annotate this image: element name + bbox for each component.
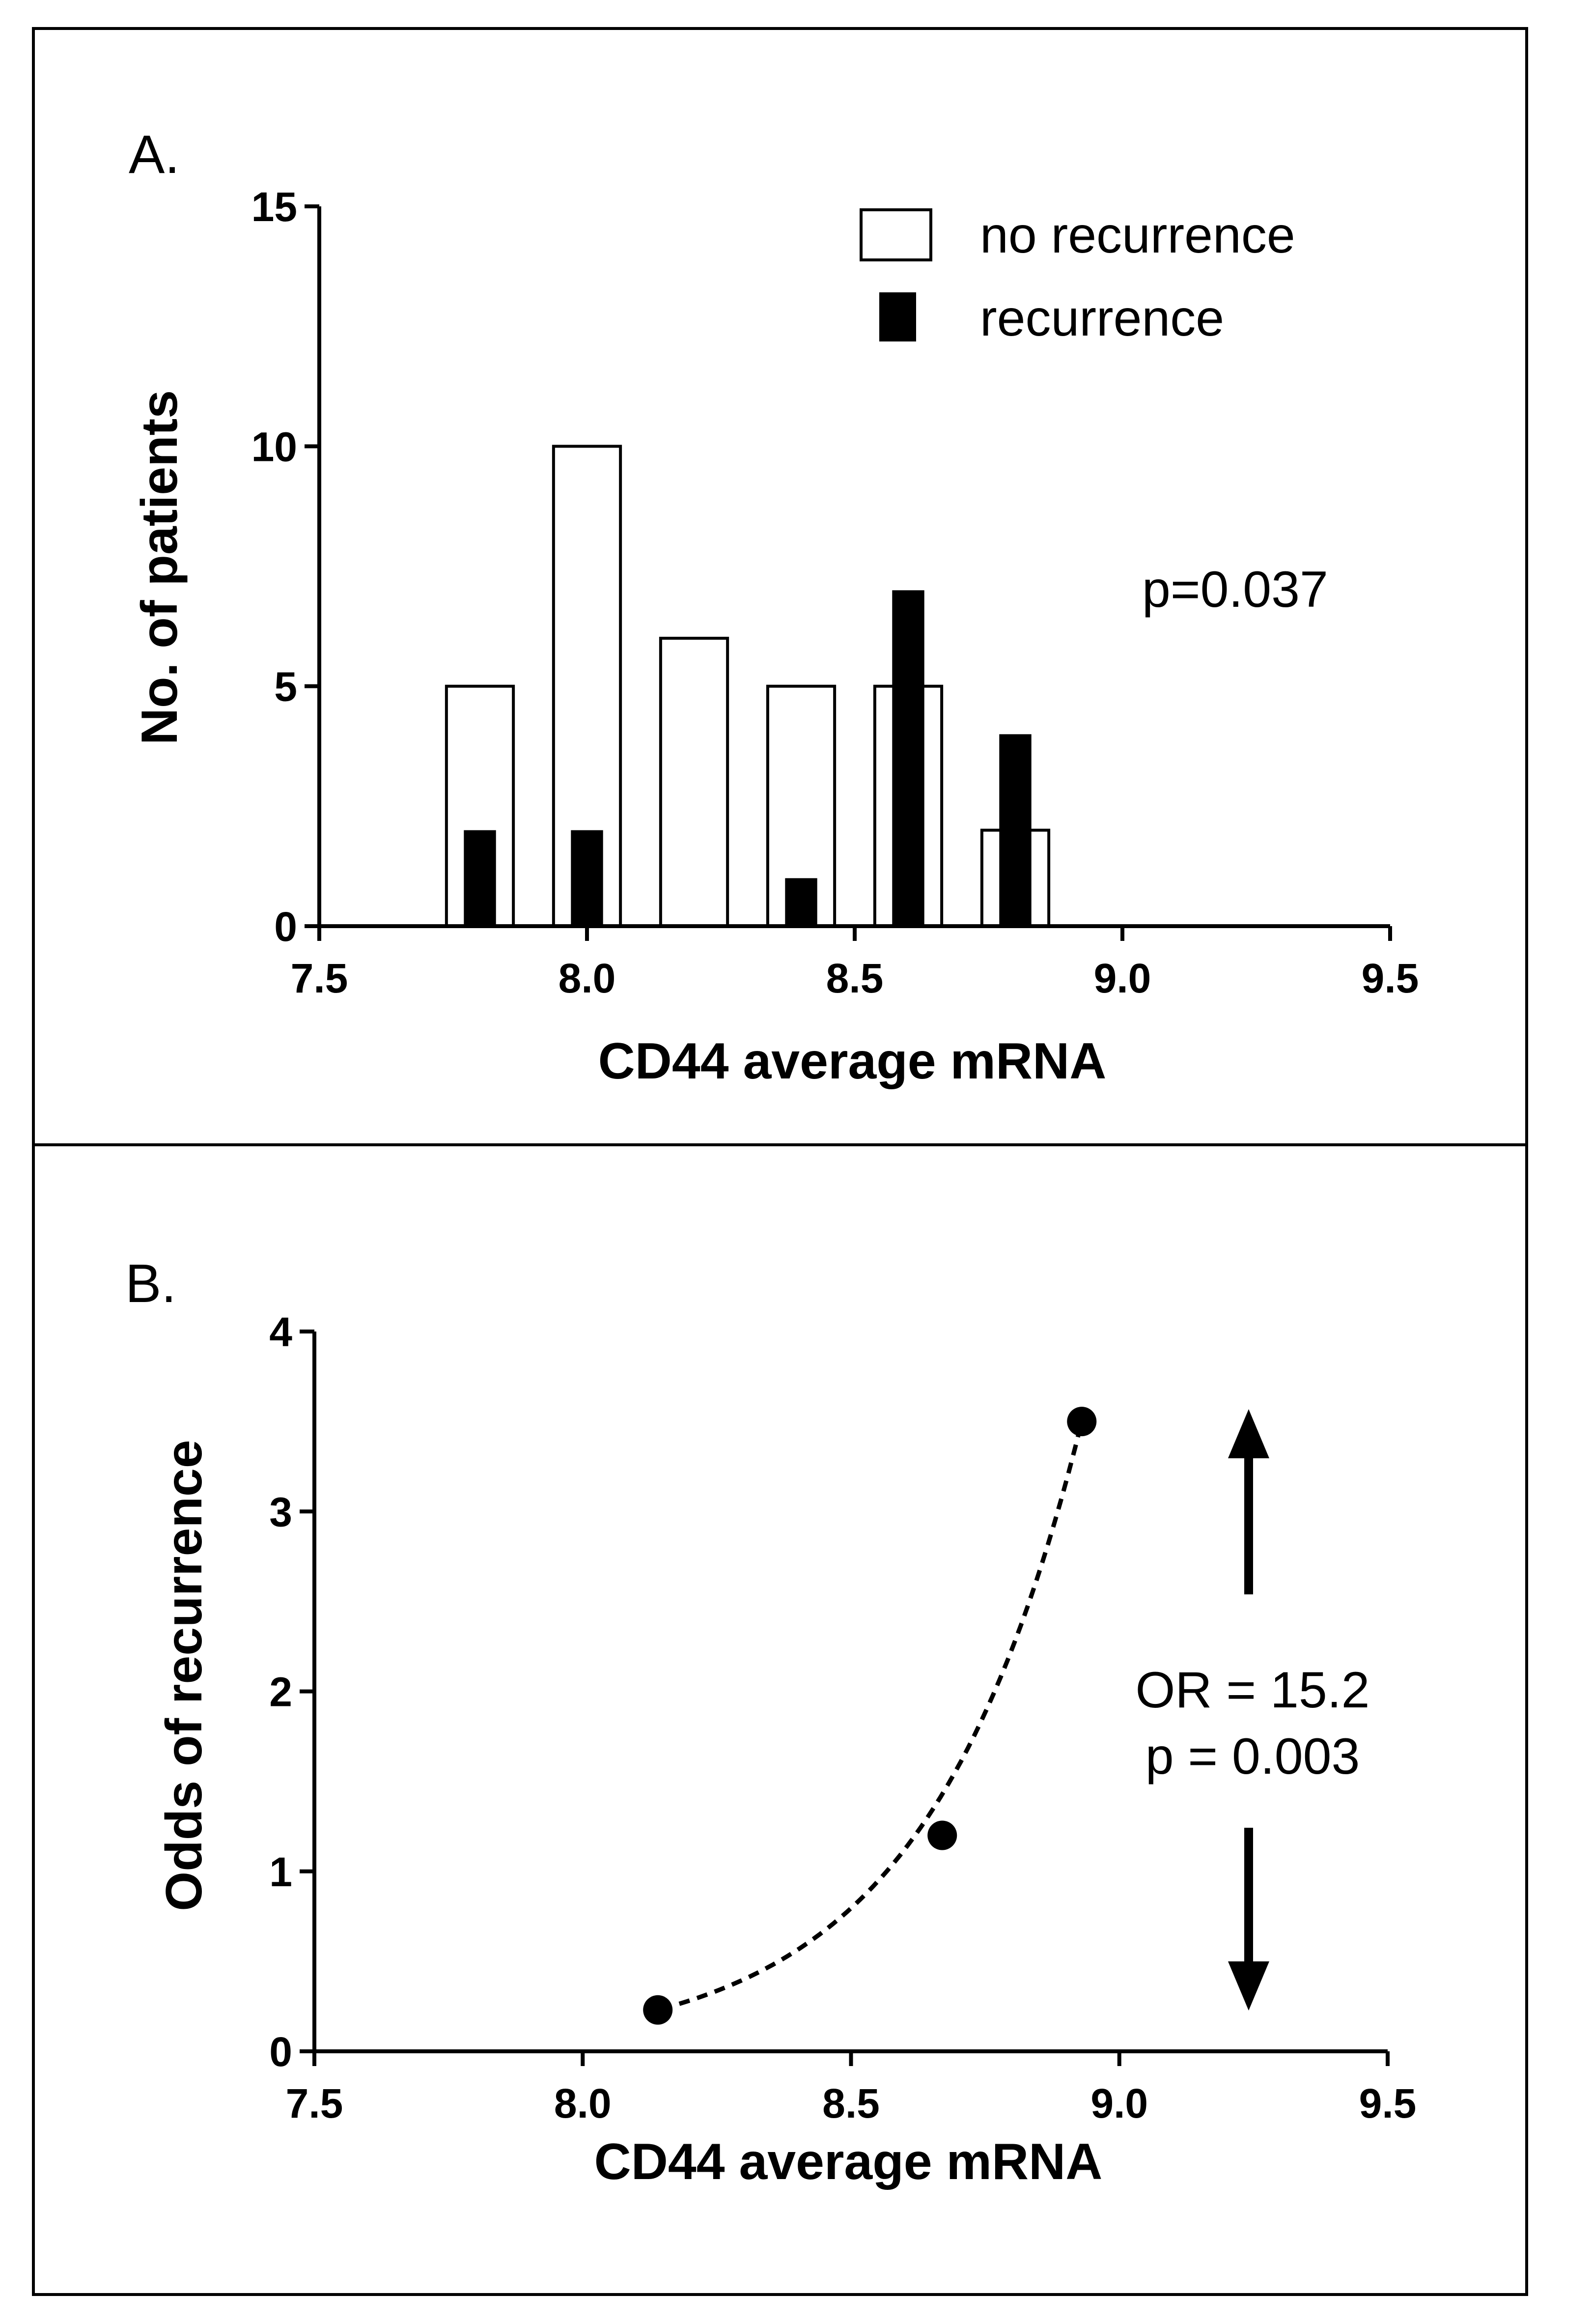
up-arrow-head-icon bbox=[1228, 1409, 1269, 1458]
panel-a-x-axis-label: CD44 average mRNA bbox=[598, 1033, 1107, 1090]
panel-b-y-tick-label: 2 bbox=[269, 1669, 292, 1715]
down-arrow-head-icon bbox=[1228, 1961, 1269, 2011]
bar-recurrence bbox=[464, 830, 496, 926]
panel-a-x-tick-label: 9.0 bbox=[1094, 955, 1151, 1001]
legend-swatch-no-recurrence bbox=[860, 208, 932, 261]
panel-b-x-tick-label: 7.5 bbox=[286, 2080, 343, 2126]
panel-b-y-tick-label: 1 bbox=[269, 1849, 292, 1895]
p-value-annotation-b: p = 0.003 bbox=[1145, 1728, 1360, 1785]
figure-frame bbox=[32, 27, 1528, 2296]
panel-b-x-tick-label: 8.5 bbox=[822, 2080, 880, 2126]
panel-b-y-tick-label: 0 bbox=[269, 2029, 292, 2075]
panel-b-y-tick-label: 4 bbox=[269, 1309, 292, 1355]
bar-recurrence bbox=[892, 590, 924, 926]
legend-swatch-recurrence bbox=[879, 292, 916, 341]
panel-b-y-axis-label: Odds of recurrence bbox=[156, 1440, 213, 1911]
legend-label-no-recurrence: no recurrence bbox=[980, 207, 1295, 264]
panel-a-y-axis-label: No. of patients bbox=[131, 390, 188, 745]
data-point bbox=[643, 1995, 673, 2025]
panel-b-axes: 7.5 8.0 8.5 9.0 9.5 0 1 2 3 4 bbox=[269, 1309, 1416, 2126]
odds-ratio-annotation: OR = 15.2 bbox=[1136, 1662, 1370, 1719]
up-arrow bbox=[1228, 1409, 1269, 1594]
p-value-annotation: p=0.037 bbox=[1142, 561, 1328, 618]
panel-a-axes: 7.5 8.0 8.5 9.0 9.5 0 5 10 15 bbox=[251, 184, 1419, 1001]
down-arrow bbox=[1228, 1828, 1269, 2011]
data-points bbox=[643, 1407, 1097, 2025]
bar-no-recurrence bbox=[659, 637, 729, 928]
panel-b-x-axis-label: CD44 average mRNA bbox=[594, 2133, 1103, 2190]
panel-b-y-tick-label: 3 bbox=[269, 1489, 292, 1535]
bar-recurrence bbox=[999, 734, 1032, 926]
fit-curve bbox=[678, 1420, 1084, 2006]
panel-b: B. 7.5 8.0 8.5 9.0 9.5 0 1 2 3 4 CD44 average mRN… bbox=[125, 1253, 1416, 2190]
bar-recurrence bbox=[571, 830, 603, 926]
panel-a-label: A. bbox=[129, 124, 180, 185]
data-point bbox=[927, 1820, 957, 1850]
panel-b-x-tick-label: 8.0 bbox=[554, 2080, 612, 2126]
panel-a-y-tick-label: 0 bbox=[274, 904, 297, 950]
panel-b-x-tick-label: 9.0 bbox=[1090, 2080, 1148, 2126]
panel-a-y-tick-label: 5 bbox=[274, 664, 297, 710]
panel-b-label: B. bbox=[125, 1253, 176, 1314]
legend: no recurrence recurrence bbox=[860, 207, 1295, 347]
panel-a-y-tick-label: 10 bbox=[251, 424, 297, 470]
bar-recurrence bbox=[785, 878, 817, 926]
panel-a-x-tick-label: 8.0 bbox=[559, 955, 616, 1001]
histogram-bars bbox=[445, 445, 1051, 928]
panel-a: A. 7.5 8.0 8.5 9.0 9.5 0 5 10 15 CD44 average mR… bbox=[129, 124, 1419, 1090]
legend-label-recurrence: recurrence bbox=[980, 290, 1224, 347]
panel-b-x-tick-label: 9.5 bbox=[1359, 2080, 1417, 2126]
panel-a-x-tick-label: 7.5 bbox=[291, 955, 348, 1001]
panel-a-y-tick-label: 15 bbox=[251, 184, 297, 230]
panel-a-x-tick-label: 9.5 bbox=[1362, 955, 1419, 1001]
panel-a-x-tick-label: 8.5 bbox=[826, 955, 884, 1001]
data-point bbox=[1067, 1407, 1097, 1437]
